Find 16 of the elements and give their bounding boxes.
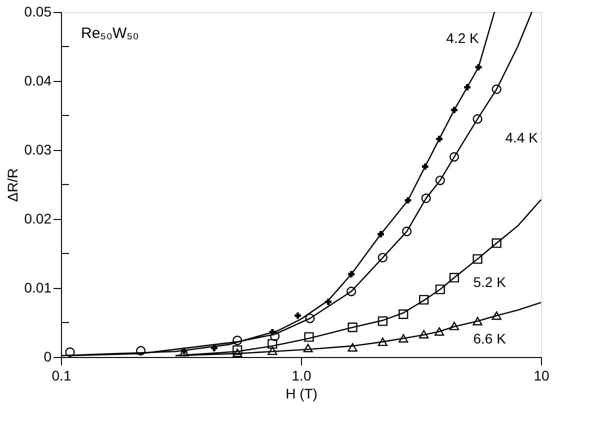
annotation: Re₅₀W₅₀	[81, 25, 139, 42]
x-tick-label: 10	[534, 368, 550, 384]
y-tick-label: 0.01	[24, 280, 52, 296]
series-label: 4.2 K	[446, 30, 480, 46]
series-label: 4.4 K	[505, 129, 539, 146]
y-tick-label: 0.04	[24, 72, 52, 88]
series-label: 6.6 K	[473, 330, 507, 347]
x-tick-label: 1.0	[292, 368, 312, 384]
y-tick-label: 0.02	[24, 210, 52, 226]
y-tick-label: 0	[44, 348, 52, 364]
y-tick-label: 0.03	[24, 142, 52, 158]
x-tick-label: 0.1	[52, 368, 72, 384]
y-tick-label: 0.05	[24, 4, 52, 20]
y-axis-title: ΔR/R	[4, 168, 20, 202]
x-axis-title: H (T)	[286, 386, 318, 402]
series-label: 5.2 K	[473, 274, 507, 290]
